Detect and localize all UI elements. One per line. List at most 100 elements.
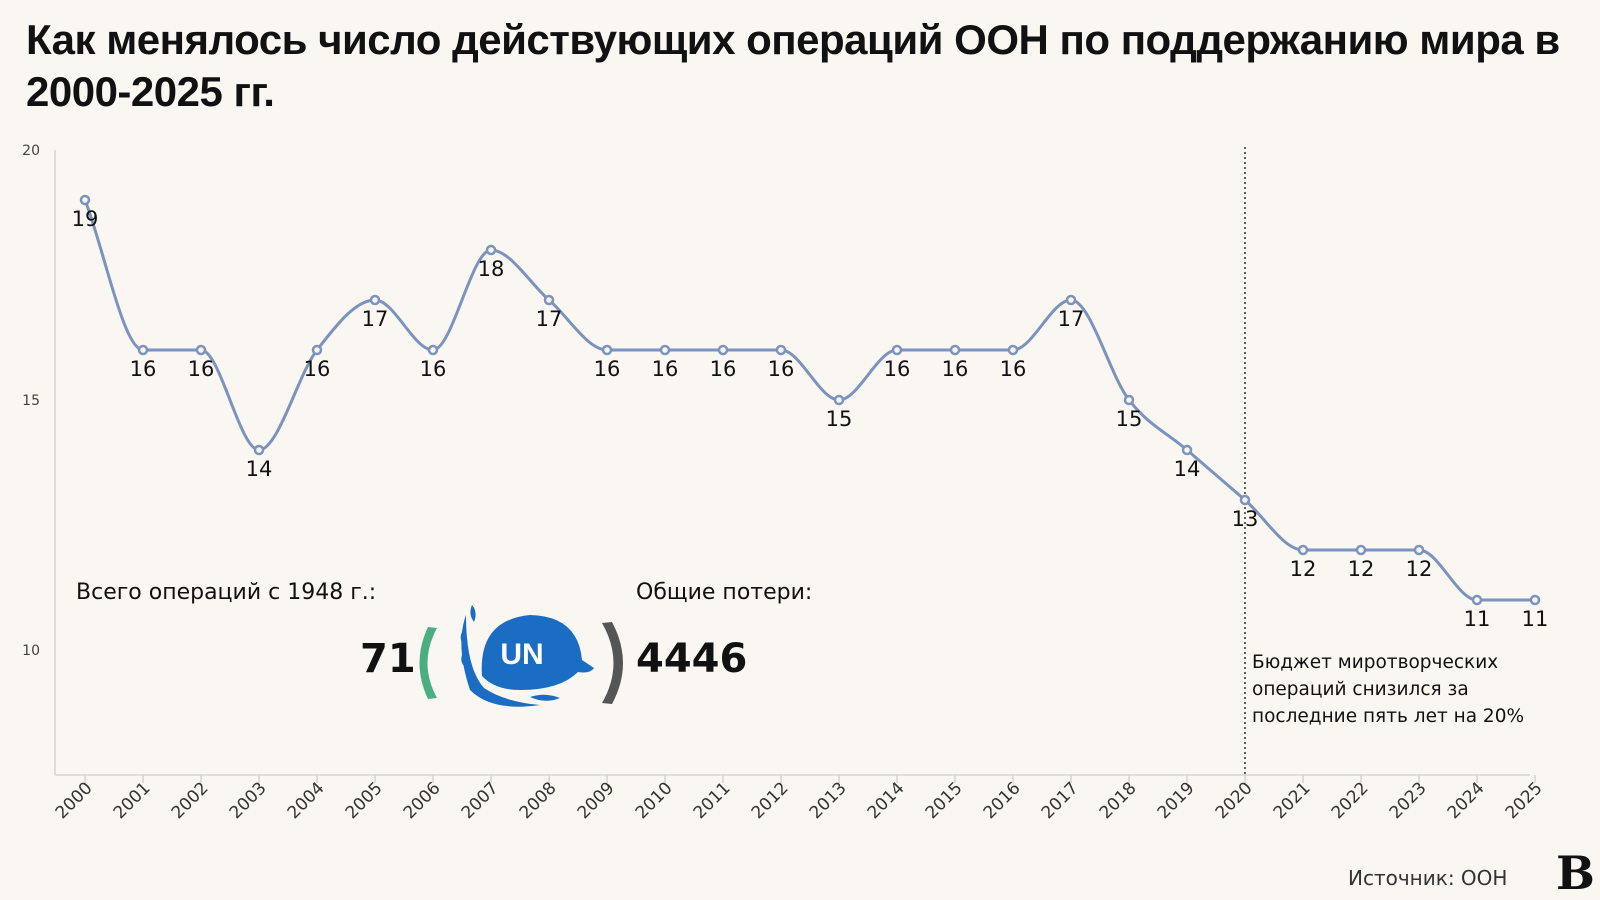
data-point xyxy=(137,344,149,356)
data-label: 16 xyxy=(420,357,447,381)
data-label: 12 xyxy=(1348,557,1375,581)
data-label: 14 xyxy=(246,457,273,481)
data-label: 16 xyxy=(188,357,215,381)
data-point xyxy=(833,394,845,406)
data-point xyxy=(427,344,439,356)
data-label: 16 xyxy=(710,357,737,381)
y-tick-label: 15 xyxy=(22,393,40,409)
total-operations-value: 71 xyxy=(360,636,416,682)
data-point xyxy=(311,344,323,356)
data-point xyxy=(369,294,381,306)
data-point xyxy=(79,194,91,206)
data-point xyxy=(485,244,497,256)
un-helmet-icon: UN xyxy=(460,605,594,707)
data-point xyxy=(195,344,207,356)
data-point xyxy=(1413,544,1425,556)
data-label: 11 xyxy=(1464,607,1491,631)
x-tick-label: 2022 xyxy=(1328,778,1373,823)
annotation-text-line: Бюджет миротворческих xyxy=(1252,652,1498,673)
x-tick-label: 2001 xyxy=(110,778,155,823)
x-tick-label: 2014 xyxy=(864,778,909,823)
data-point xyxy=(1355,544,1367,556)
data-point xyxy=(1007,344,1019,356)
data-labels: 19 16 16 14 16 17 16 18 17 16 16 16 16 15 16 16 16 17 15 14… xyxy=(72,207,1549,631)
data-label: 18 xyxy=(478,257,505,281)
data-point xyxy=(1529,594,1541,606)
total-operations-label: Всего операций с 1948 г.: xyxy=(76,580,377,605)
x-tick-label: 2002 xyxy=(168,778,213,823)
x-axis-ticks: 2000 2001 2002 2003 2004 2005 2006 2007 2008 2009… xyxy=(52,775,1547,823)
data-point xyxy=(1471,594,1483,606)
data-label: 16 xyxy=(942,357,969,381)
data-point xyxy=(601,344,613,356)
x-tick-label: 2005 xyxy=(342,778,387,823)
x-tick-label: 2004 xyxy=(284,778,329,823)
data-label: 16 xyxy=(130,357,157,381)
data-label: 16 xyxy=(1000,357,1027,381)
data-label: 17 xyxy=(536,307,563,331)
data-point xyxy=(1181,444,1193,456)
un-logo-text: UN xyxy=(500,638,543,671)
x-tick-label: 2021 xyxy=(1270,778,1315,823)
x-tick-label: 2017 xyxy=(1038,778,1083,823)
data-label: 17 xyxy=(1058,307,1085,331)
data-point xyxy=(543,294,555,306)
y-tick-label: 10 xyxy=(22,643,40,659)
data-label: 16 xyxy=(594,357,621,381)
x-tick-label: 2015 xyxy=(922,778,967,823)
annotation-text-line: последние пять лет на 20% xyxy=(1252,706,1524,727)
data-label: 16 xyxy=(768,357,795,381)
data-point xyxy=(1297,544,1309,556)
data-label: 11 xyxy=(1522,607,1549,631)
data-label: 16 xyxy=(304,357,331,381)
series-line xyxy=(83,199,1535,602)
brand-logo: В xyxy=(1556,846,1595,900)
x-tick-label: 2009 xyxy=(574,778,619,823)
data-label: 15 xyxy=(1116,407,1143,431)
x-tick-label: 2012 xyxy=(748,778,793,823)
data-point xyxy=(1239,494,1251,506)
y-axis-ticks: 10 15 20 xyxy=(22,143,40,659)
data-label: 14 xyxy=(1174,457,1201,481)
x-tick-label: 2019 xyxy=(1154,778,1199,823)
x-tick-label: 2003 xyxy=(226,778,271,823)
x-tick-label: 2010 xyxy=(632,778,677,823)
x-tick-label: 2024 xyxy=(1444,778,1489,823)
data-label: 16 xyxy=(884,357,911,381)
data-label: 15 xyxy=(826,407,853,431)
data-point xyxy=(1123,394,1135,406)
total-losses-value: 4446 xyxy=(636,636,748,682)
x-tick-label: 2025 xyxy=(1502,778,1547,823)
annotation-text-line: операций снизился за xyxy=(1252,679,1469,700)
x-tick-label: 2016 xyxy=(980,778,1025,823)
green-bracket xyxy=(419,627,437,699)
x-tick-label: 2020 xyxy=(1212,778,1257,823)
infobox-graphics: UN xyxy=(419,605,623,707)
data-point xyxy=(775,344,787,356)
data-label: 16 xyxy=(652,357,679,381)
total-losses-label: Общие потери: xyxy=(636,580,813,605)
x-tick-label: 2018 xyxy=(1096,778,1141,823)
data-label: 13 xyxy=(1232,507,1259,531)
chart-title: Как менялось число действующих операций … xyxy=(26,16,1560,115)
y-tick-label: 20 xyxy=(22,143,40,159)
data-label: 12 xyxy=(1406,557,1433,581)
x-tick-label: 2008 xyxy=(516,778,561,823)
data-point xyxy=(949,344,961,356)
data-label: 17 xyxy=(362,307,389,331)
axes xyxy=(54,150,1530,776)
data-point xyxy=(891,344,903,356)
data-points xyxy=(79,194,1541,606)
x-tick-label: 2006 xyxy=(400,778,445,823)
dark-bracket xyxy=(602,622,623,704)
data-point xyxy=(1065,294,1077,306)
x-tick-label: 2023 xyxy=(1386,778,1431,823)
source-note: Источник: ООН xyxy=(1348,866,1508,890)
data-label: 19 xyxy=(72,207,99,231)
x-tick-label: 2011 xyxy=(690,778,735,823)
data-label: 12 xyxy=(1290,557,1317,581)
data-point xyxy=(253,444,265,456)
x-tick-label: 2000 xyxy=(52,778,97,823)
data-point xyxy=(717,344,729,356)
